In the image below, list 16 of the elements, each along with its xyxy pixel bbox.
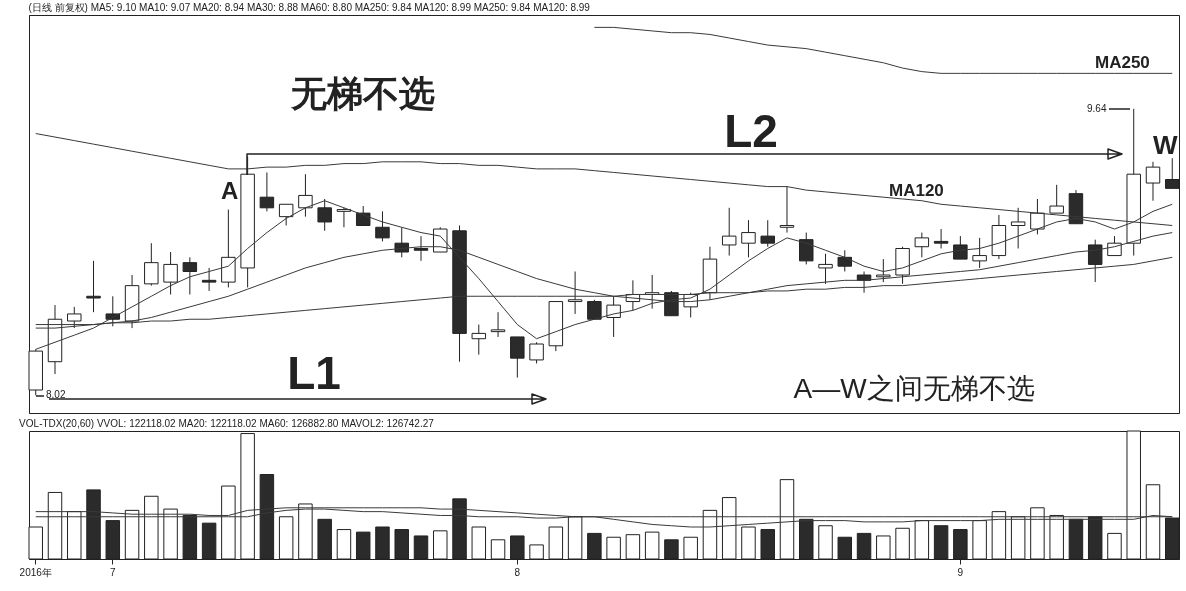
annotation: W bbox=[1153, 130, 1178, 160]
annotation: L2 bbox=[724, 105, 778, 157]
annotation: 9.64 bbox=[1087, 102, 1107, 114]
x-tick-label: 2016年 bbox=[19, 566, 52, 578]
annotation: 无梯不选 bbox=[290, 73, 435, 114]
annotation: L1 bbox=[287, 347, 341, 399]
annotation: A—W之间无梯不选 bbox=[793, 373, 1035, 404]
x-tick-label: 8 bbox=[514, 566, 521, 578]
annotation: A bbox=[221, 177, 239, 204]
x-tick-label: 7 bbox=[110, 566, 117, 578]
chart-title: (日线 前复权) MA5: 9.10 MA10: 9.07 MA20: 8.94 MA30: 8.88 MA60: 8.80 MA250: 9.84 MA120: 8.99 MA250: 9.84 MA120: 8.99 bbox=[28, 2, 591, 13]
annotation: 8.02 bbox=[46, 389, 66, 401]
chart-title: VOL-TDX(20,60) VVOL: 122118.02 MA20: 122118.02 MA60: 126882.80 MAVOL2: 126742.27 bbox=[19, 417, 435, 429]
series-label: MA250 bbox=[1095, 53, 1150, 72]
series-label: MA120 bbox=[889, 181, 944, 200]
x-tick-label: 9 bbox=[957, 566, 964, 578]
